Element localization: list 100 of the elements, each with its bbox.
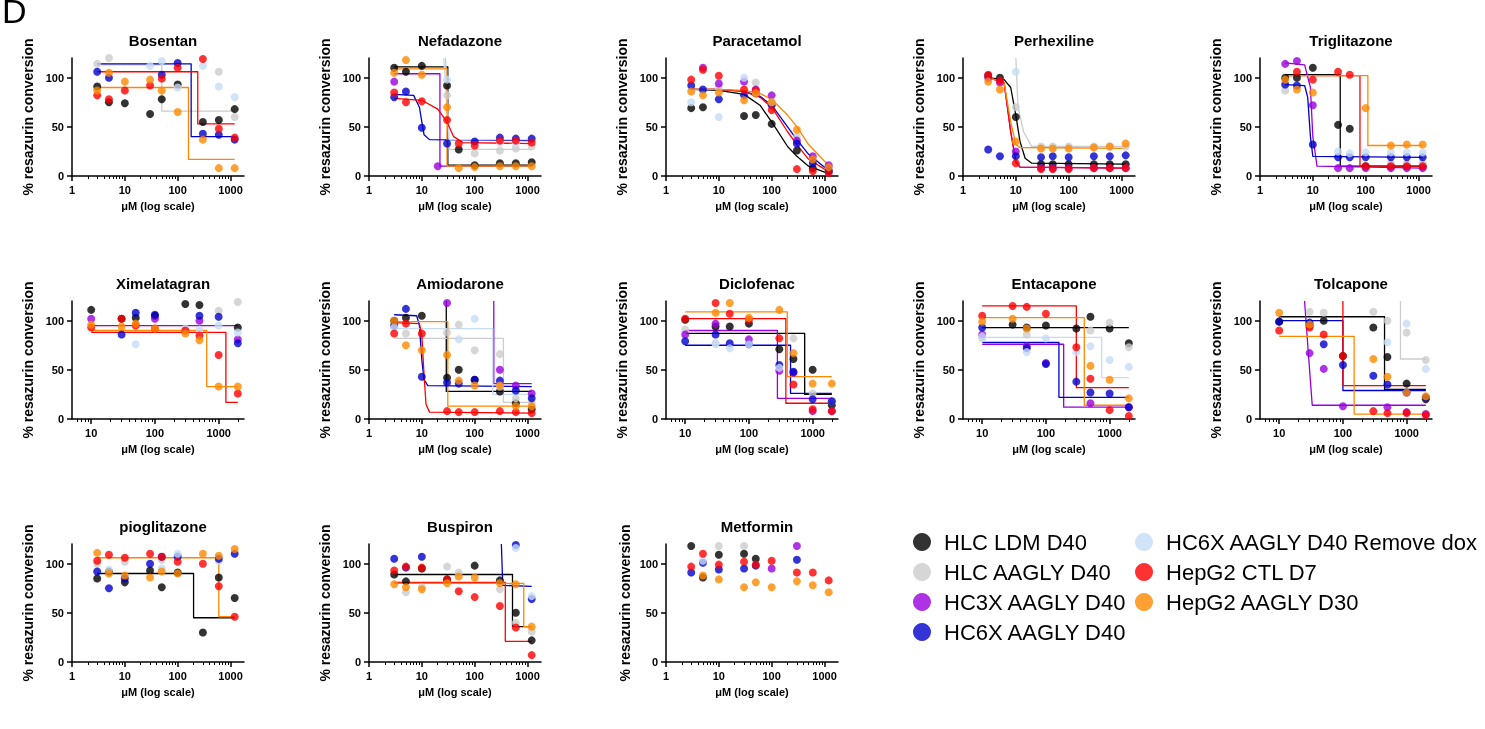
x-axis-title: μM (log scale) bbox=[1309, 442, 1384, 455]
y-tick-label: 0 bbox=[948, 170, 955, 182]
x-axis-title: μM (log scale) bbox=[121, 199, 196, 212]
x-axis-title: μM (log scale) bbox=[121, 685, 196, 698]
x-tick-label: 1 bbox=[365, 183, 373, 196]
x-tick-label: 1 bbox=[662, 669, 670, 682]
chart-title: Ximelatagran bbox=[115, 275, 211, 292]
y-tick-label: 0 bbox=[57, 413, 64, 425]
chart-title: Amiodarone bbox=[416, 275, 504, 292]
y-axis-title: % resazurin conversion bbox=[613, 38, 630, 196]
y-axis-title: % resazurin conversion bbox=[316, 524, 333, 682]
x-tick-label: 100 bbox=[168, 669, 187, 682]
y-tick-label: 100 bbox=[1233, 314, 1252, 327]
y-tick-label: 50 bbox=[645, 120, 658, 133]
y-axis-title: % resazurin conversion bbox=[1207, 281, 1224, 439]
x-tick-label: 100 bbox=[465, 426, 484, 439]
chart-title: Nefadazone bbox=[417, 32, 503, 49]
y-tick-label: 100 bbox=[1233, 71, 1252, 84]
x-tick-label: 1 bbox=[365, 426, 373, 439]
x-tick-label: 1000 bbox=[218, 669, 243, 682]
x-tick-label: 100 bbox=[739, 426, 759, 439]
y-axis-title: % resazurin conversion bbox=[1207, 38, 1224, 196]
y-tick-label: 0 bbox=[57, 170, 64, 182]
x-tick-label: 100 bbox=[762, 669, 781, 682]
legend-label: HC3X AAGLY D40 bbox=[944, 589, 1126, 615]
chart-title: Bosentan bbox=[128, 32, 198, 49]
x-tick-label: 1000 bbox=[812, 669, 837, 682]
x-axis-title: μM (log scale) bbox=[121, 442, 196, 455]
x-tick-label: 1000 bbox=[1097, 426, 1122, 439]
y-tick-label: 0 bbox=[354, 170, 361, 182]
x-tick-label: 10 bbox=[1273, 426, 1286, 439]
y-tick-label: 100 bbox=[639, 557, 658, 570]
y-tick-label: 50 bbox=[348, 363, 361, 376]
y-tick-label: 50 bbox=[645, 606, 658, 619]
y-axis-title: % resazurin conversion bbox=[19, 281, 36, 439]
chart-title: Triglitazone bbox=[1309, 32, 1393, 49]
y-tick-label: 100 bbox=[639, 314, 658, 327]
x-axis-title: μM (log scale) bbox=[418, 685, 493, 698]
x-tick-label: 1 bbox=[959, 183, 967, 196]
x-tick-label: 10 bbox=[118, 669, 131, 682]
x-tick-label: 1000 bbox=[812, 183, 837, 196]
x-tick-label: 10 bbox=[415, 426, 428, 439]
x-tick-label: 1 bbox=[68, 183, 76, 196]
x-tick-label: 1000 bbox=[1109, 183, 1134, 196]
x-tick-label: 10 bbox=[679, 426, 692, 439]
x-tick-label: 1 bbox=[365, 669, 373, 682]
y-tick-label: 50 bbox=[51, 363, 64, 376]
x-tick-label: 1000 bbox=[1394, 426, 1419, 439]
x-tick-label: 1000 bbox=[218, 183, 243, 196]
y-tick-label: 50 bbox=[942, 363, 955, 376]
y-tick-label: 0 bbox=[651, 656, 658, 668]
chart-title: Metformin bbox=[720, 518, 794, 535]
y-axis-title: % resazurin conversion bbox=[316, 38, 333, 196]
x-axis-title: μM (log scale) bbox=[418, 199, 493, 212]
chart-title: pioglitazone bbox=[119, 518, 207, 535]
y-tick-label: 50 bbox=[645, 363, 658, 376]
y-tick-label: 100 bbox=[936, 71, 955, 84]
x-tick-label: 10 bbox=[1306, 183, 1319, 196]
x-tick-label: 100 bbox=[168, 183, 187, 196]
x-tick-label: 1000 bbox=[515, 183, 540, 196]
y-tick-label: 100 bbox=[45, 71, 64, 84]
legend-label: HC6X AAGLY D40 Remove dox bbox=[1166, 529, 1478, 555]
x-tick-label: 1 bbox=[68, 669, 76, 682]
y-tick-label: 100 bbox=[936, 314, 955, 327]
y-tick-label: 50 bbox=[51, 120, 64, 133]
x-axis-title: μM (log scale) bbox=[715, 685, 790, 698]
y-tick-label: 0 bbox=[57, 656, 64, 668]
y-tick-label: 50 bbox=[942, 120, 955, 133]
y-axis-title: % resazurin conversion bbox=[613, 281, 630, 439]
y-tick-label: 100 bbox=[342, 71, 361, 84]
x-tick-label: 1000 bbox=[800, 426, 825, 439]
x-axis-title: μM (log scale) bbox=[715, 442, 790, 455]
text: D bbox=[2, 0, 27, 30]
y-tick-label: 50 bbox=[348, 606, 361, 619]
chart-title: Tolcapone bbox=[1314, 275, 1388, 292]
y-axis-title: % resazurin conversion bbox=[910, 281, 927, 439]
x-axis-title: μM (log scale) bbox=[1309, 199, 1384, 212]
chart-title: Perhexiline bbox=[1013, 32, 1095, 49]
y-tick-label: 0 bbox=[354, 656, 361, 668]
x-tick-label: 10 bbox=[118, 183, 131, 196]
x-tick-label: 100 bbox=[1356, 183, 1375, 196]
x-tick-label: 10 bbox=[415, 183, 428, 196]
legend-label: HepG2 AAGLY D30 bbox=[1166, 589, 1359, 615]
x-tick-label: 1000 bbox=[206, 426, 231, 439]
y-tick-label: 100 bbox=[45, 314, 64, 327]
legend-label: HC6X AAGLY D40 bbox=[944, 619, 1126, 645]
y-tick-label: 100 bbox=[342, 557, 361, 570]
x-tick-label: 1 bbox=[662, 183, 670, 196]
x-tick-label: 100 bbox=[145, 426, 165, 439]
x-axis-title: μM (log scale) bbox=[1012, 442, 1087, 455]
legend-label: HepG2 CTL D7 bbox=[1166, 559, 1317, 585]
y-tick-label: 0 bbox=[1245, 413, 1252, 425]
y-tick-label: 100 bbox=[639, 71, 658, 84]
y-axis-title: % resazurin conversion bbox=[19, 524, 36, 682]
y-tick-label: 50 bbox=[1239, 363, 1252, 376]
x-tick-label: 10 bbox=[712, 183, 725, 196]
x-axis-title: μM (log scale) bbox=[715, 199, 790, 212]
y-tick-label: 100 bbox=[45, 557, 64, 570]
x-tick-label: 1 bbox=[1256, 183, 1264, 196]
x-tick-label: 10 bbox=[1009, 183, 1022, 196]
